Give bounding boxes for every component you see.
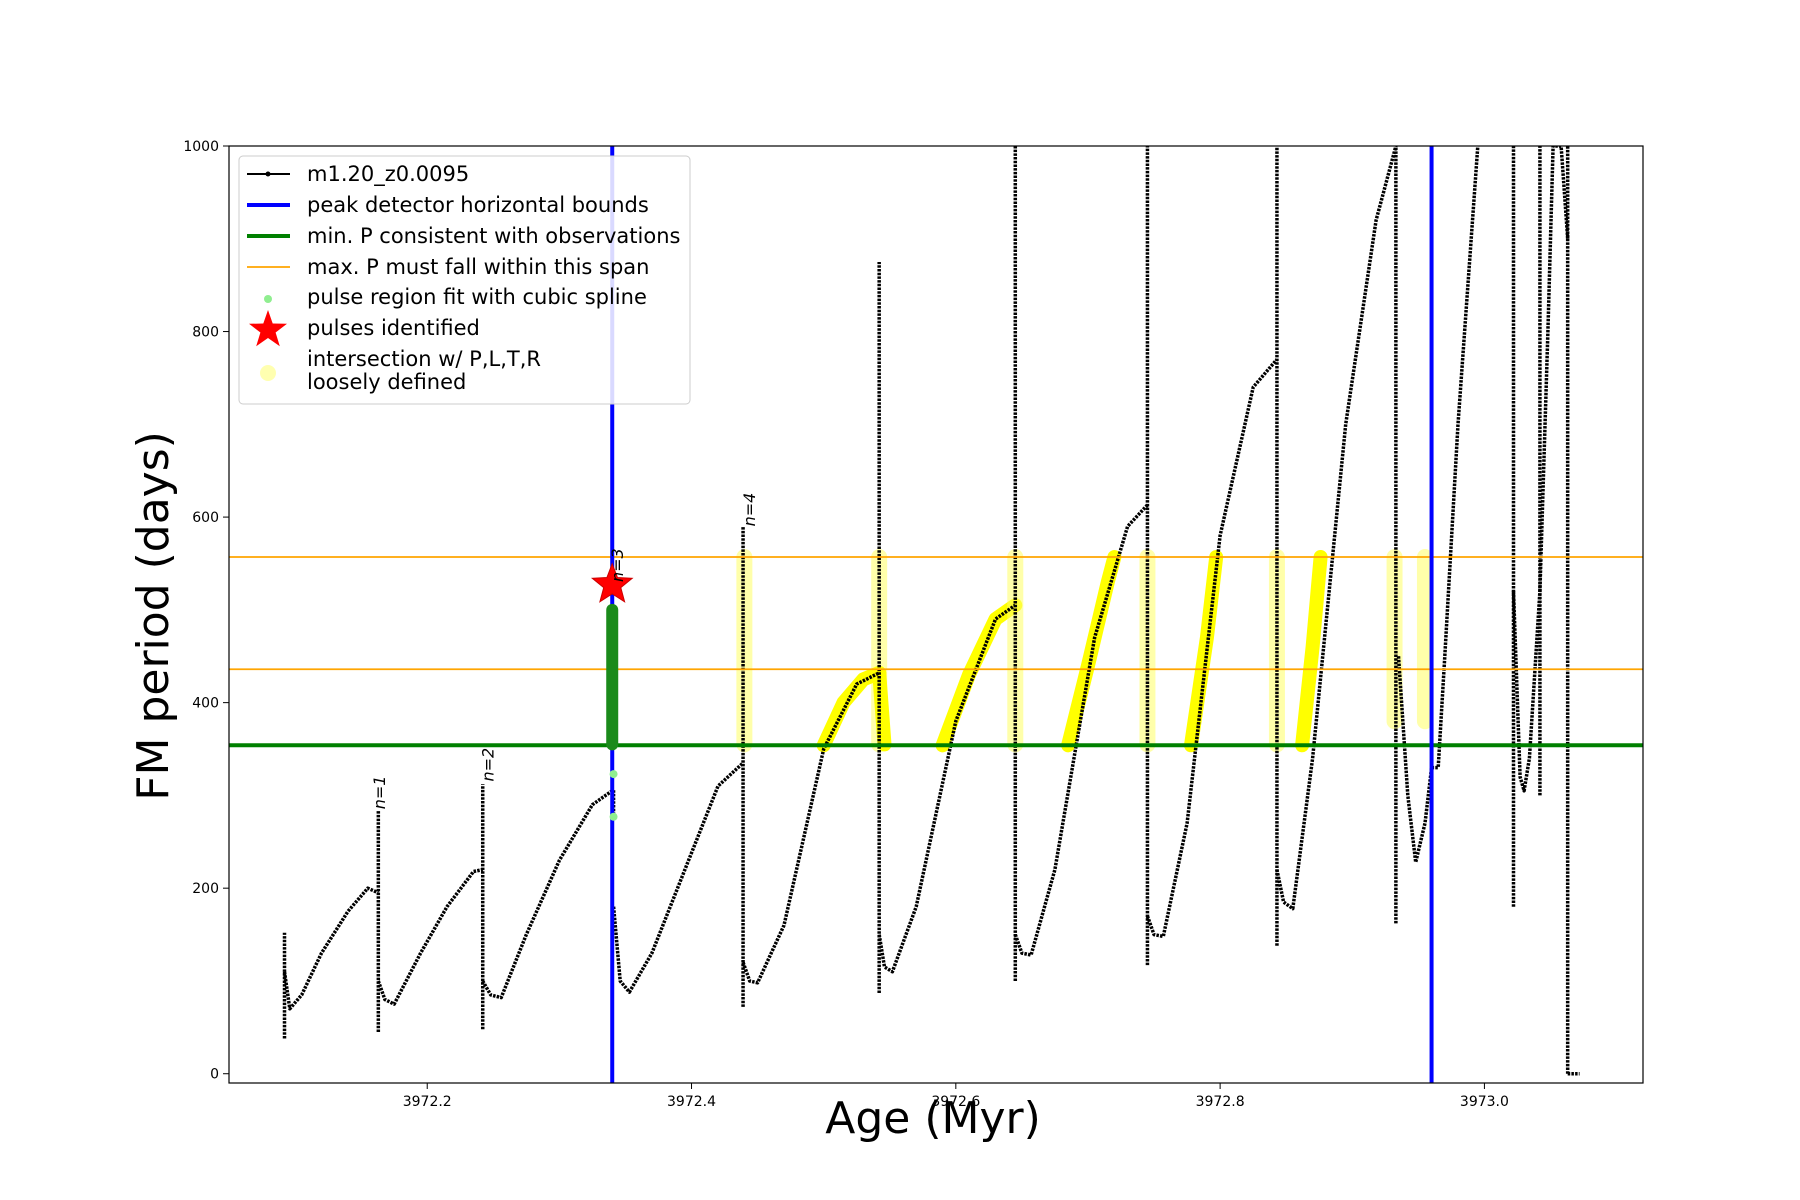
y-tick-label: 1000 <box>183 139 219 155</box>
legend-handle-marker <box>265 171 271 177</box>
model-curve <box>611 761 745 994</box>
legend-handle-intersection <box>260 365 276 381</box>
legend-label-spline: pulse region fit with cubic spline <box>307 285 647 309</box>
y-tick-label: 400 <box>192 696 219 712</box>
x-tick-label: 3972.6 <box>931 1094 980 1110</box>
model-curve <box>376 867 484 1006</box>
model-curve <box>1396 656 1434 864</box>
pulse-annotation: n=2 <box>478 748 497 782</box>
pulse-annotation: n=3 <box>608 548 627 582</box>
legend-label-maxP: max. P must fall within this span <box>307 255 649 279</box>
model-curve <box>1275 146 1398 911</box>
model-curve <box>481 788 615 1000</box>
y-tick-label: 200 <box>192 881 219 897</box>
model-curve <box>741 671 880 985</box>
model-curve <box>1431 146 1480 770</box>
axes: 3972.2 3972.4 3972.6 3972.8 3973.0 0 200 400 600… <box>183 139 1644 1110</box>
x-axis-title: Age (Myr) <box>825 1093 1041 1144</box>
model-curve <box>1145 358 1279 939</box>
y-tick-label: 800 <box>192 325 219 341</box>
model-curve <box>1013 503 1149 957</box>
model-curve <box>282 886 380 1011</box>
legend-handle-spline <box>264 295 272 303</box>
legend-label-intersection-line2: loosely defined <box>307 370 466 394</box>
pulse-star <box>590 562 634 603</box>
legend-label-pulses: pulses identified <box>307 316 480 340</box>
intersection-arc <box>1295 550 1328 753</box>
model-curve <box>877 603 1017 974</box>
x-tick-label: 3972.4 <box>667 1094 716 1110</box>
pulse-annotation: n=1 <box>370 776 389 810</box>
y-axis-title: FM period (days) <box>128 431 179 801</box>
legend-label-model: m1.20_z0.0095 <box>307 162 469 187</box>
legend-label-intersection: intersection w/ P,L,T,R <box>307 347 541 371</box>
model-curve <box>1511 591 1542 793</box>
y-tick-label: 600 <box>192 510 219 526</box>
plot-area <box>229 146 1643 1083</box>
legend-label-minP: min. P consistent with observations <box>307 224 680 248</box>
x-tick-label: 3973.0 <box>1460 1094 1509 1110</box>
pulse-annotation: n=4 <box>740 493 759 527</box>
x-tick-label: 3972.8 <box>1196 1094 1245 1110</box>
y-tick-label: 0 <box>210 1067 219 1083</box>
legend-handle-pulses <box>249 310 287 347</box>
axes-frame <box>228 145 1644 1084</box>
spline-point <box>609 770 618 779</box>
spline-point <box>609 812 618 821</box>
legend-box <box>238 155 691 405</box>
legend-label-vbounds: peak detector horizontal bounds <box>307 193 649 217</box>
x-tick-label: 3972.2 <box>403 1094 452 1110</box>
